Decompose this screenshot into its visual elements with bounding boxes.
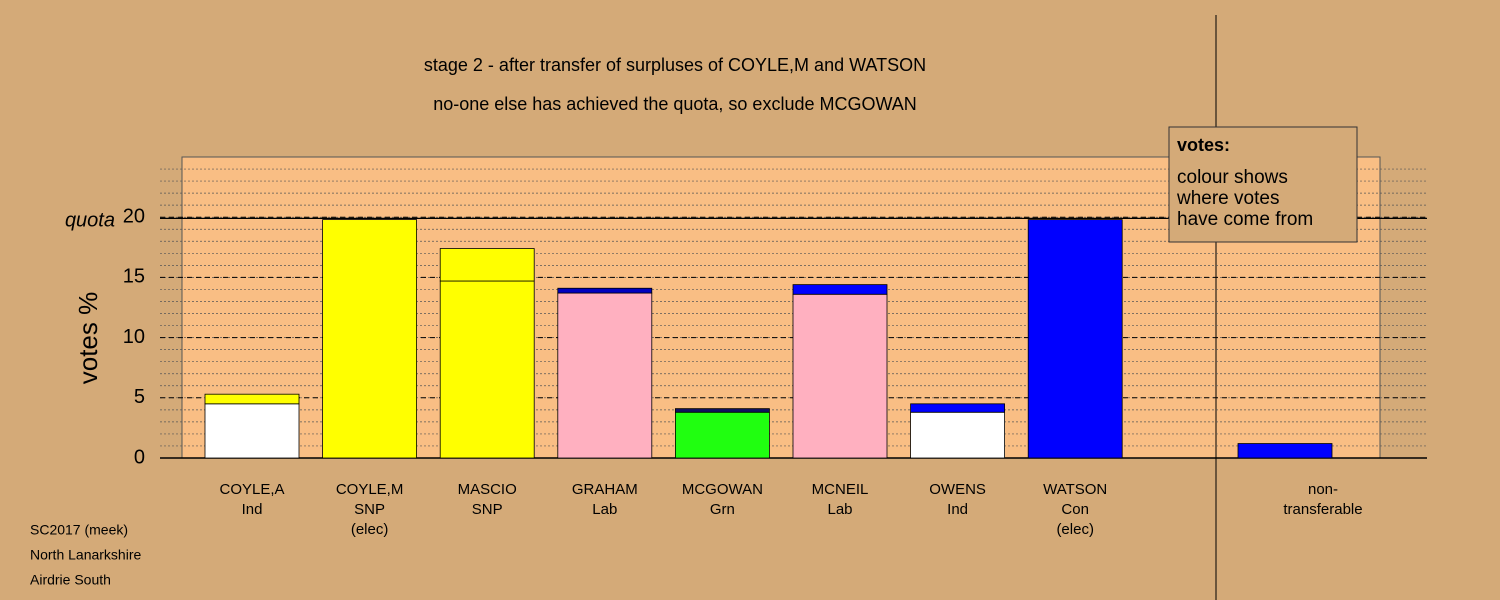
x-tick-label: WATSON <box>1043 481 1107 498</box>
footer-text: North Lanarkshire <box>30 547 141 563</box>
bar-segment <box>1237 443 1333 459</box>
x-tick-label: Lab <box>827 501 852 518</box>
legend-box <box>1168 126 1358 243</box>
legend-text: have come from <box>1177 209 1313 230</box>
y-tick-label: 5 <box>134 386 145 408</box>
y-tick-label: 20 <box>123 205 145 227</box>
x-tick-label: COYLE,A <box>219 481 284 498</box>
bar-segment <box>557 287 653 294</box>
footer-text: SC2017 (meek) <box>30 522 128 538</box>
x-tick-label: (elec) <box>351 521 389 538</box>
x-tick-label: MASCIO <box>458 481 517 498</box>
legend-text: colour shows <box>1177 167 1288 188</box>
bar-segment <box>910 403 1005 413</box>
chart-title: stage 2 - after transfer of surpluses of… <box>424 55 926 75</box>
y-tick-label: 15 <box>123 266 145 288</box>
bar-segment <box>322 219 418 459</box>
footer-text: Airdrie South <box>30 572 111 588</box>
bar-segment <box>675 408 770 413</box>
x-tick-label: SNP <box>472 501 503 518</box>
x-tick-label: OWENS <box>929 481 986 498</box>
x-tick-label: SNP <box>354 501 385 518</box>
bar-segment <box>204 403 300 459</box>
x-tick-label: Grn <box>710 501 735 518</box>
legend-title: votes: <box>1177 135 1230 155</box>
bars <box>204 219 1333 459</box>
chart-subtitle: no-one else has achieved the quota, so e… <box>433 94 917 114</box>
x-tick-label: Lab <box>592 501 617 518</box>
bar-segment <box>910 411 1005 459</box>
bar-segment <box>675 411 770 459</box>
x-tick-label: COYLE,M <box>336 481 404 498</box>
x-tick-label: MCGOWAN <box>682 481 763 498</box>
x-tick-label: Ind <box>947 501 968 518</box>
bar-segment <box>792 284 888 295</box>
x-tick-label: transferable <box>1283 501 1362 518</box>
legend-text: where votes <box>1176 188 1279 209</box>
bar-segment <box>439 280 535 459</box>
y-tick-label: 10 <box>123 326 145 348</box>
bar-segment <box>1027 219 1123 459</box>
x-tick-label: (elec) <box>1056 521 1094 538</box>
y-axis-label: votes % <box>73 292 103 385</box>
bar-segment <box>204 393 300 405</box>
x-tick-label: non- <box>1308 481 1338 498</box>
x-tick-label: MCNEIL <box>812 481 869 498</box>
x-tick-label: GRAHAM <box>572 481 638 498</box>
x-tick-label: Ind <box>242 501 263 518</box>
y-tick-label: 0 <box>134 446 145 468</box>
bar-segment <box>439 248 535 282</box>
bar-segment <box>557 292 653 459</box>
quota-label: quota <box>65 210 115 232</box>
x-tick-label: Con <box>1061 501 1089 518</box>
bar-segment <box>792 293 888 459</box>
